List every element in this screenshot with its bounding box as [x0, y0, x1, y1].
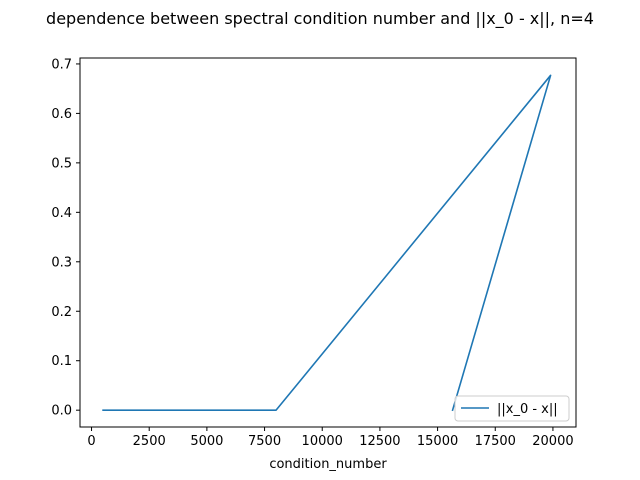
x-tick-label: 15000	[417, 434, 458, 449]
axis-ticks: 0 2500 5000 7500 10000 12500 15000 17500 20000 0.…	[51, 57, 573, 449]
series-layer	[102, 74, 552, 412]
y-tick-label: 0.7	[51, 57, 72, 72]
legend-box	[454, 395, 570, 422]
y-tick-label: 0.3	[51, 255, 72, 270]
x-tick-label: 0	[87, 434, 95, 449]
legend-label: ||x_0 - x||	[497, 402, 558, 417]
chart-title: dependence between spectral condition nu…	[46, 9, 594, 29]
x-tick-label: 7500	[248, 434, 281, 449]
y-tick-label: 0.2	[51, 305, 72, 320]
x-axis-label: condition_number	[269, 457, 387, 472]
y-tick-label: 0.4	[51, 206, 72, 221]
x-tick-label: 2500	[133, 434, 166, 449]
x-tick-label: 20000	[532, 434, 573, 449]
y-tick-label: 0.5	[51, 156, 72, 171]
y-tick-label: 0.0	[51, 404, 72, 419]
y-tick-label: 0.6	[51, 107, 72, 122]
series-line	[102, 74, 552, 412]
y-tick-label: 0.1	[51, 354, 72, 369]
x-tick-label: 17500	[475, 434, 516, 449]
x-tick-label: 12500	[359, 434, 400, 449]
legend: ||x_0 - x||	[454, 395, 570, 422]
x-tick-label: 10000	[302, 434, 343, 449]
axes-frame	[79, 57, 577, 428]
x-tick-label: 5000	[190, 434, 223, 449]
